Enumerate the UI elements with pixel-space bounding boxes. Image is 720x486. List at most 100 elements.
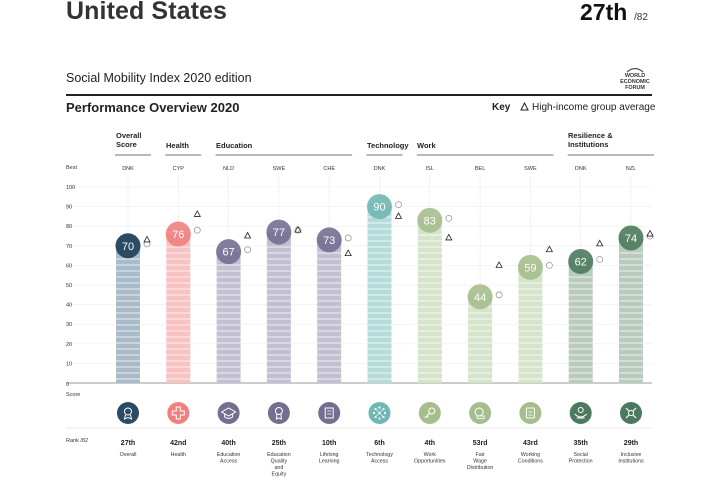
score-bar[interactable] [468,296,493,383]
score-bubble[interactable] [568,248,594,274]
pillar-label: Learning [319,459,340,465]
best-marker [445,214,453,222]
best-marker [546,261,553,269]
pillar-label: Social [573,452,587,458]
icon-glyph [428,407,436,415]
pillar-label: Fair [476,452,485,458]
pillar-label: Working [521,452,540,458]
triangle-icon [520,102,529,111]
best-country-label: DNK [122,166,134,172]
icon-glyph [574,413,588,419]
score-bubble[interactable] [165,221,191,247]
best-country-label: NZL [626,166,636,172]
icon-glyph [275,413,282,420]
score-bubble[interactable] [216,239,242,265]
pillar-label: Protection [569,459,593,465]
pillar-rank: 25th [272,440,286,447]
pillar-label: Wage [473,459,487,465]
pillar-label: Lifelong [320,452,339,458]
best-country-label: DNK [575,166,587,172]
icon-glyph [123,414,133,420]
pillar-label: Education [267,452,291,458]
y-tick-label: 40 [66,303,72,309]
score-value: 70 [122,241,134,253]
score-bubble[interactable] [367,194,392,220]
score-bar[interactable] [317,239,342,383]
score-bar[interactable] [417,220,442,383]
score-value: 44 [474,292,486,304]
best-country-label: NLD [223,166,234,172]
y-tick-label: 100 [66,185,75,191]
overall-rank: 27th [580,0,628,25]
y-tick-label: 90 [66,205,72,211]
icon-glyph [171,406,185,420]
icon-glyph [383,411,387,415]
wef-arc-icon [626,67,644,73]
average-triangle-marker [596,239,604,247]
score-bar[interactable] [619,237,643,383]
score-bubble[interactable] [467,284,493,310]
score-value: 77 [273,227,285,239]
icon-glyph [378,406,381,409]
average-triangle-marker [545,245,554,253]
score-value: 73 [323,235,335,247]
icon-glyph [577,407,584,413]
icon-glyph [378,417,381,420]
pillar-rank: 42nd [170,440,186,447]
best-marker [596,256,604,263]
y-tick-label: 80 [66,224,72,230]
pillar-label: Work [424,452,437,458]
icon-glyph [628,410,634,416]
score-value: 74 [625,233,637,245]
average-triangle-marker [445,233,453,241]
icon-glyph [525,407,535,419]
pillar-label: Overall [120,452,137,458]
y-tick-label: 10 [66,361,72,367]
y-tick-label: 20 [66,342,72,348]
country-title: United States [66,0,228,25]
pillar-rank: 35th [573,440,587,447]
pillar-rank: 29th [624,440,638,447]
section-title: Performance Overview 2020 [66,100,240,115]
average-triangle-marker [394,212,403,219]
best-marker [244,246,252,254]
y-tick-label: 50 [66,283,72,289]
best-country-label: BEL [475,166,485,172]
pillar-label: Health [171,452,186,458]
wef-logo-line: ECONOMIC [620,79,650,85]
score-value: 67 [222,247,234,259]
best-country-label: SWE [273,166,286,172]
wef-logo-line: WORLD [624,73,646,79]
group-header-overall: Overall Score [116,131,142,149]
average-triangle-marker [344,249,352,257]
score-bubble[interactable] [618,225,644,251]
icon-glyph [324,407,334,419]
score-bar[interactable] [266,232,291,383]
score-bubble[interactable] [316,227,342,253]
wef-logo: WORLD ECONOMIC FORUM [612,66,658,91]
pillar-rank: 53rd [473,440,488,447]
group-header-work: Work [417,141,436,150]
pillar-label: Institutions [618,459,644,465]
score-bubble[interactable] [266,219,292,245]
icon-glyph [372,411,376,415]
pillar-rank: 4th [425,440,436,447]
best-country-label: SWE [524,166,537,172]
best-country-label: CHE [323,166,335,172]
best-country-label: CYP [173,166,185,172]
pillar-rank: 40th [221,440,235,447]
average-triangle-marker [495,261,503,268]
pillar-label: Distribution [467,465,494,471]
score-bar[interactable] [116,245,140,383]
group-header-education: Education [216,141,253,150]
score-bubble[interactable] [517,254,543,280]
score-bar[interactable] [568,261,593,383]
score-bubble[interactable] [417,207,443,233]
score-bubble[interactable] [115,233,141,259]
score-value: 59 [524,262,536,274]
group-header-resilience: Resilience & Institutions [568,131,613,149]
award-ribbon-icon [267,402,290,424]
wef-logo-line: FORUM [625,85,645,91]
score-value: 90 [373,202,385,214]
pillar-label: Equity [272,472,287,478]
